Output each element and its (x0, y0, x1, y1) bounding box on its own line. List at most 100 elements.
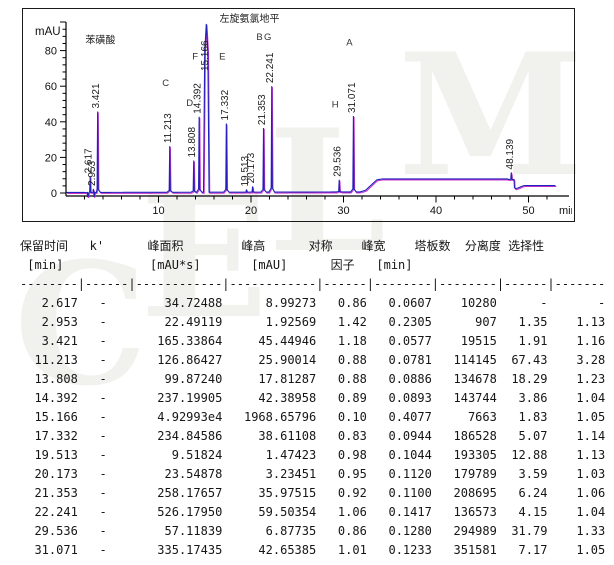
table-cell: 1.13 (554, 448, 606, 462)
table-cell: 10280 (439, 296, 505, 310)
y-tick-label: 60 (45, 81, 57, 93)
peak-rt-label: 14.392 (193, 83, 204, 114)
table-cell: 45.44946 (229, 334, 324, 348)
table-cell: - (85, 315, 136, 329)
table-cell: 1.05 (554, 543, 606, 557)
table-separator: --------|------|------------|-----------… (20, 277, 606, 291)
table-cell: 0.1280 (374, 524, 440, 538)
peak-letter-label: E (219, 52, 225, 63)
table-cell: 14.392 (20, 391, 86, 405)
x-tick-label: 40 (430, 205, 442, 217)
table-cell: 1.47423 (229, 448, 324, 462)
table-row: 17.332 - 234.84586 38.61108 0.83 0.0944 … (20, 427, 605, 446)
table-row: 29.536 - 57.11839 6.87735 0.86 0.1280 29… (20, 522, 605, 541)
y-tick-label: 0 (51, 188, 57, 200)
peak-rt-label: 17.332 (220, 89, 231, 120)
table-cell: - (85, 505, 136, 519)
table-cell: 234.84586 (135, 429, 230, 443)
table-header-cell (85, 258, 136, 272)
table-cell: 0.0781 (374, 353, 440, 367)
peak-letter-label: B (256, 32, 262, 43)
table-cell: 7663 (439, 410, 505, 424)
table-cell: 0.0893 (374, 391, 440, 405)
table-cell: 20.173 (20, 467, 86, 481)
chromatogram: 020406080mAU1020304050min苯磺酸左旋氨氯地平2.6172… (35, 12, 572, 217)
table-cell: 12.88 (504, 448, 555, 462)
table-cell: 134678 (439, 372, 505, 386)
peak-letter-label: G (264, 32, 271, 43)
table-cell: 1.35 (504, 315, 555, 329)
peak-letter-label: A (346, 37, 353, 48)
table-cell: 4.92993e4 (135, 410, 230, 424)
table-cell: - (85, 410, 136, 424)
table-cell: 3.23451 (229, 467, 324, 481)
peak-rt-label: 19.513 (240, 155, 251, 186)
table-cell: 38.61108 (229, 429, 324, 443)
table-cell: 1.04 (554, 391, 606, 405)
peak-rt-label: 20.173 (246, 152, 257, 183)
annotation-label: 苯磺酸 (85, 33, 115, 46)
peak-letter-label: D (186, 98, 193, 109)
table-cell: 1.42 (323, 315, 375, 329)
table-header-cell: 峰宽 (347, 239, 408, 253)
table-cell: 23.54878 (135, 467, 230, 481)
table-cell: - (85, 334, 136, 348)
table-cell: 0.88 (323, 353, 375, 367)
table-header-cell: 分离度 (464, 239, 509, 253)
table-cell: 2.953 (20, 315, 86, 329)
table-cell: 1.06 (323, 505, 375, 519)
table-cell: 0.1233 (374, 543, 440, 557)
table-cell: 1.03 (554, 467, 606, 481)
peak-rt-label: 29.536 (333, 146, 344, 177)
table-cell: - (554, 296, 606, 310)
table-cell: 179789 (439, 467, 505, 481)
table-cell: 237.19905 (135, 391, 230, 405)
table-cell: 335.17435 (135, 543, 230, 557)
table-cell: 0.0607 (374, 296, 440, 310)
table-row: 20.173 - 23.54878 3.23451 0.95 0.1120 17… (20, 465, 605, 484)
table-cell: 3.59 (504, 467, 555, 481)
table-cell: 1.04 (554, 505, 606, 519)
table-cell: 1.13 (554, 315, 606, 329)
table-cell: 0.95 (323, 467, 375, 481)
table-cell: 29.536 (20, 524, 86, 538)
x-tick-label: 30 (337, 205, 349, 217)
table-cell: - (85, 296, 136, 310)
table-cell: 3.28 (554, 353, 606, 367)
table-cell: 1.01 (323, 543, 375, 557)
table-cell: 1968.65796 (229, 410, 324, 424)
table-cell: 0.88 (323, 372, 375, 386)
table-cell: 6.87735 (229, 524, 324, 538)
table-cell: - (85, 467, 136, 481)
table-cell: 6.24 (504, 486, 555, 500)
table-cell: 17.332 (20, 429, 86, 443)
chromatogram-panel: 020406080mAU1020304050min苯磺酸左旋氨氯地平2.6172… (22, 8, 575, 222)
table-header-cell: [mAU] (229, 258, 324, 272)
peak-rt-label: 22.241 (265, 52, 276, 83)
y-tick-label: 80 (45, 46, 57, 58)
table-cell: 165.33864 (135, 334, 230, 348)
table-header-cell (434, 258, 499, 272)
peak-rt-label: 48.139 (505, 138, 516, 169)
table-header-cell: 因子 (323, 258, 370, 272)
table-cell: 0.0944 (374, 429, 440, 443)
table-cell: 186528 (439, 429, 505, 443)
table-cell: 0.10 (323, 410, 375, 424)
table-cell: - (85, 486, 136, 500)
table-cell: 1.18 (323, 334, 375, 348)
table-cell: 1.06 (554, 486, 606, 500)
table-cell: 21.353 (20, 486, 86, 500)
table-cell: 1.05 (554, 410, 606, 424)
peak-results-table: 保留时间 k' 峰面积 峰高 对称 峰宽 塔板数 分离度 选择性 [min] [… (20, 237, 605, 560)
table-row: 19.513 - 9.51824 1.47423 0.98 0.1044 193… (20, 446, 605, 465)
peak-letter-label: H (332, 100, 339, 111)
table-row: 22.241 - 526.17950 59.50354 1.06 0.1417 … (20, 503, 605, 522)
peak-rt-label: 15.166 (200, 40, 211, 71)
table-row: 11.213 - 126.86427 25.90014 0.88 0.0781 … (20, 351, 605, 370)
table-row: 31.071 - 335.17435 42.65385 1.01 0.1233 … (20, 541, 605, 560)
table-header-line: 保留时间 k' 峰面积 峰高 对称 峰宽 塔板数 分离度 选择性 (20, 237, 605, 256)
table-row: 14.392 - 237.19905 42.38958 0.89 0.0893 … (20, 389, 605, 408)
table-cell: 42.65385 (229, 543, 324, 557)
y-tick-label: 40 (45, 117, 57, 129)
table-cell: 0.1100 (374, 486, 440, 500)
